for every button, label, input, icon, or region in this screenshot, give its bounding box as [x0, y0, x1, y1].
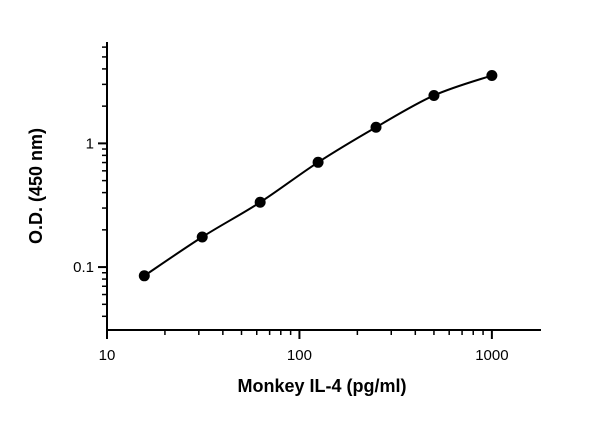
- data-point: [196, 231, 208, 243]
- data-point: [254, 196, 266, 208]
- x-tick-label: 10: [99, 347, 116, 364]
- data-point: [370, 121, 382, 133]
- data-point: [486, 69, 498, 81]
- y-axis-label: O.D. (450 nm): [26, 128, 46, 244]
- data-point: [138, 270, 150, 282]
- x-axis-label: Monkey IL-4 (pg/ml): [237, 376, 406, 396]
- x-tick-label: 100: [287, 347, 312, 364]
- data-point: [428, 89, 440, 101]
- y-tick-label: 0.1: [73, 259, 94, 276]
- fit-curve: [143, 74, 493, 277]
- y-tick-label: 1: [86, 135, 94, 152]
- data-point: [312, 156, 324, 168]
- x-tick-label: 1000: [475, 347, 508, 364]
